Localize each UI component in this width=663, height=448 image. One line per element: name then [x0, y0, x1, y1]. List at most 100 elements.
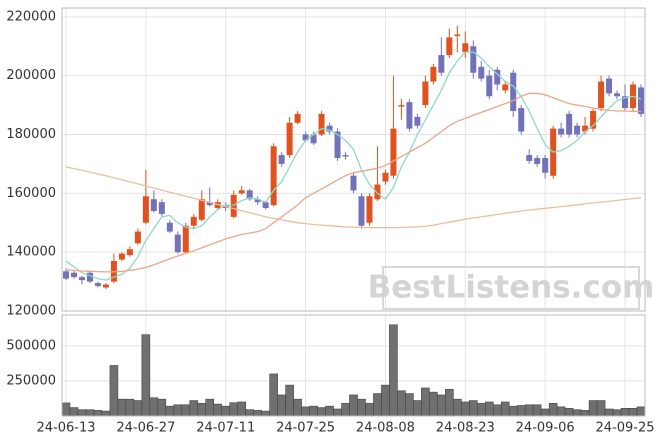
- y-tick-label: 180000: [6, 127, 56, 142]
- moving-average-line: [65, 166, 642, 229]
- volume-bar: [85, 409, 95, 417]
- candle-body: [142, 196, 149, 223]
- candle-body: [598, 81, 605, 109]
- volume-bar: [508, 405, 518, 417]
- candle-body: [302, 134, 309, 141]
- x-tick-label: 24-07-25: [276, 421, 335, 436]
- volume-bar: [564, 407, 574, 417]
- volume-bar: [149, 397, 159, 417]
- volume-bar: [93, 410, 103, 417]
- volume-bar: [253, 410, 262, 417]
- volume-bar: [109, 365, 119, 417]
- candle-body: [318, 113, 325, 135]
- candle-body: [558, 128, 565, 135]
- volume-bar: [237, 401, 246, 417]
- candle-body: [158, 202, 165, 214]
- candle-body: [262, 202, 269, 209]
- candle-body: [294, 113, 301, 123]
- moving-average-line: [65, 51, 642, 281]
- y-tick-label: 120000: [6, 304, 56, 319]
- y-tick-label: 250000: [6, 373, 56, 388]
- candle-body: [438, 55, 445, 73]
- volume-bar: [484, 401, 494, 417]
- volume-bar: [301, 406, 310, 417]
- candle-body: [246, 190, 253, 200]
- candle-body: [606, 78, 613, 94]
- candle-body: [334, 131, 341, 159]
- candle-body: [102, 284, 109, 288]
- volume-bar: [181, 404, 191, 417]
- x-tick-label: 24-08-23: [436, 421, 495, 436]
- candle-body: [622, 96, 629, 109]
- volume-bar: [197, 403, 207, 417]
- volume-bar: [492, 404, 502, 417]
- volume-bar: [596, 400, 606, 417]
- volume-bar: [413, 400, 422, 417]
- candle-body: [270, 146, 277, 206]
- volume-bar: [604, 408, 614, 417]
- volume-bar: [373, 393, 382, 417]
- candle-body: [358, 196, 365, 226]
- volume-bar: [636, 406, 646, 417]
- volume-bar: [213, 403, 223, 417]
- volume-bar: [548, 403, 558, 417]
- candle-body: [278, 155, 285, 164]
- candle-body: [70, 272, 77, 278]
- volume-bar: [157, 398, 167, 417]
- candle-body: [446, 37, 453, 56]
- candle-body: [230, 194, 237, 217]
- candle-body: [470, 46, 477, 73]
- candle-body: [198, 199, 205, 220]
- volume-bar: [173, 404, 183, 417]
- volume-bar: [421, 387, 430, 417]
- volume-bar: [277, 394, 286, 417]
- candle-body: [86, 272, 93, 282]
- candle-body: [518, 108, 525, 132]
- candle-body: [398, 105, 405, 107]
- volume-bar: [141, 334, 151, 417]
- volume-bar: [389, 324, 398, 417]
- x-tick-label: 24-09-25: [596, 421, 655, 436]
- candle-body: [510, 72, 517, 111]
- candle-body: [390, 128, 397, 176]
- candle-body: [166, 222, 173, 232]
- candle-body: [134, 231, 141, 244]
- y-tick-label: 500000: [6, 338, 56, 353]
- volume-bar: [500, 401, 510, 417]
- volume-bar: [437, 394, 446, 417]
- candle-body: [286, 122, 293, 156]
- candle-body: [174, 234, 181, 253]
- candle-body: [406, 102, 413, 129]
- candle-body: [638, 87, 645, 114]
- candle-body: [582, 125, 589, 132]
- volume-bar: [469, 400, 478, 417]
- candle-body: [478, 66, 485, 79]
- volume-bar: [309, 405, 318, 417]
- volume-bar: [588, 400, 598, 417]
- candle-body: [494, 69, 501, 85]
- candle-body: [526, 155, 533, 161]
- candle-body: [78, 277, 85, 281]
- candle-body: [590, 110, 597, 129]
- volume-bar: [165, 405, 175, 417]
- volume-bar: [221, 405, 231, 417]
- volume-bar: [405, 393, 414, 417]
- candle-body: [382, 172, 389, 182]
- volume-bar: [461, 401, 470, 417]
- volume-bar: [349, 394, 358, 417]
- volume-bar: [445, 389, 454, 417]
- volume-bar: [580, 410, 590, 417]
- y-tick-label: 200000: [6, 68, 56, 83]
- y-tick-label: 220000: [6, 9, 56, 24]
- watermark-group: BestListens.com: [368, 266, 654, 310]
- candle-body: [62, 271, 69, 279]
- volume-bar: [317, 407, 326, 417]
- candle-body: [414, 116, 421, 126]
- candle-body: [366, 196, 373, 223]
- volume-bar: [516, 405, 526, 417]
- candle-body: [342, 155, 349, 157]
- volume-bar: [476, 403, 486, 417]
- candle-body: [190, 216, 197, 226]
